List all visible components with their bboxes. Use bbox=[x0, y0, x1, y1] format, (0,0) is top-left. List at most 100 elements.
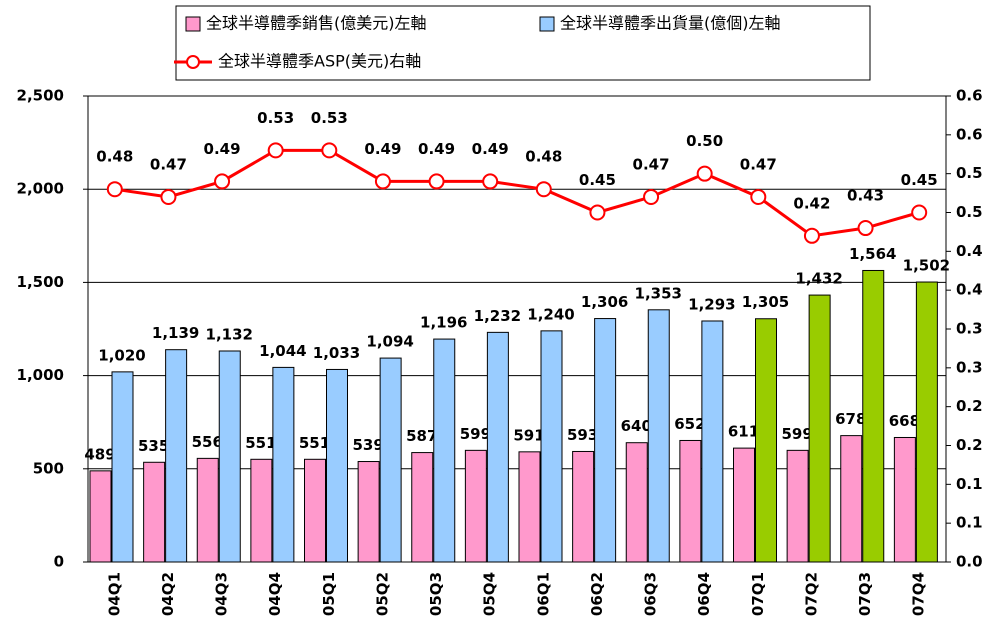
line bbox=[114, 148, 920, 238]
x-tick-label: 07Q4 bbox=[910, 572, 928, 616]
data-label: 0.49 bbox=[364, 140, 401, 158]
data-label: 535 bbox=[138, 437, 169, 455]
data-label: 0.45 bbox=[579, 171, 616, 189]
bar bbox=[625, 442, 648, 563]
data-label: 1,044 bbox=[259, 342, 306, 360]
data-label: 0.48 bbox=[525, 148, 562, 166]
data-label: 0.49 bbox=[204, 140, 241, 158]
data-label: 1,353 bbox=[635, 284, 682, 302]
x-tick-label: 07Q1 bbox=[749, 572, 767, 616]
y2-tick-label: 0.5 bbox=[956, 164, 983, 182]
bar bbox=[808, 294, 831, 563]
line-marker bbox=[160, 188, 177, 205]
x-tick-label: 04Q1 bbox=[105, 572, 123, 616]
data-label: 0.47 bbox=[150, 155, 187, 173]
legend-frame bbox=[175, 5, 871, 81]
x-tick-label: 06Q2 bbox=[588, 572, 606, 616]
data-label: 1,432 bbox=[795, 270, 842, 288]
data-label: 1,033 bbox=[313, 344, 360, 362]
bar bbox=[89, 470, 112, 563]
line-marker bbox=[321, 142, 338, 159]
y2-tick-label: 0.4 bbox=[956, 281, 983, 299]
x-tick-label: 04Q4 bbox=[266, 572, 284, 616]
data-label: 0.45 bbox=[901, 171, 938, 189]
bar bbox=[701, 320, 724, 563]
bar bbox=[540, 330, 563, 563]
bar bbox=[379, 357, 402, 563]
data-label: 0.42 bbox=[793, 194, 830, 212]
legend-label: 全球半導體季銷售(億美元)左軸 bbox=[206, 14, 427, 33]
data-label: 1,305 bbox=[742, 293, 789, 311]
x-tick-label: 05Q2 bbox=[373, 572, 391, 616]
data-label: 1,293 bbox=[688, 295, 735, 313]
bar bbox=[165, 349, 188, 563]
bar bbox=[464, 449, 487, 563]
y2-tick-label: 0.5 bbox=[956, 203, 983, 221]
line-marker bbox=[374, 173, 391, 190]
bar bbox=[679, 439, 702, 563]
x-tick-label: 07Q3 bbox=[856, 572, 874, 616]
line-marker bbox=[696, 165, 713, 182]
x-tick-label: 04Q2 bbox=[159, 572, 177, 616]
data-label: 556 bbox=[192, 433, 223, 451]
line-marker bbox=[857, 220, 874, 237]
bar bbox=[357, 461, 380, 563]
bar bbox=[111, 371, 134, 563]
data-label: 0.47 bbox=[740, 155, 777, 173]
y-tick-label: 2,500 bbox=[17, 87, 64, 105]
data-label: 551 bbox=[245, 434, 276, 452]
data-label: 539 bbox=[352, 436, 383, 454]
y-tick-label: 500 bbox=[33, 459, 64, 477]
bar bbox=[326, 368, 348, 563]
bar bbox=[196, 457, 219, 563]
x-tick-label: 05Q3 bbox=[427, 572, 445, 616]
bar bbox=[304, 458, 326, 563]
data-label: 587 bbox=[406, 427, 437, 445]
data-label: 599 bbox=[460, 425, 491, 443]
bar bbox=[486, 331, 509, 563]
legend-label: 全球半導體季出貨量(億個)左軸 bbox=[560, 14, 781, 33]
data-label: 0.49 bbox=[418, 140, 455, 158]
y2-tick-label: 0.3 bbox=[956, 320, 983, 338]
data-label: 0.48 bbox=[96, 148, 133, 166]
x-tick-label: 06Q3 bbox=[642, 572, 660, 616]
line-marker bbox=[214, 173, 231, 190]
bar bbox=[893, 436, 916, 563]
data-label: 1,139 bbox=[152, 324, 199, 342]
x-tick-label: 04Q3 bbox=[213, 572, 231, 616]
y-tick-label: 2,000 bbox=[17, 180, 64, 198]
bar bbox=[143, 461, 166, 563]
data-label: 1,094 bbox=[366, 333, 413, 351]
data-label: 489 bbox=[84, 445, 115, 463]
y2-tick-label: 0.1 bbox=[956, 514, 983, 532]
data-label: 668 bbox=[889, 412, 920, 430]
y2-tick-label: 0.4 bbox=[956, 242, 983, 260]
data-label: 551 bbox=[299, 434, 330, 452]
data-label: 0.53 bbox=[257, 109, 294, 127]
bar bbox=[594, 318, 617, 563]
y2-tick-label: 0.6 bbox=[956, 87, 983, 105]
data-label: 611 bbox=[728, 423, 759, 441]
x-tick-label: 06Q1 bbox=[534, 572, 552, 616]
data-label: 652 bbox=[674, 415, 705, 433]
legend-label: 全球半導體季ASP(美元)右軸 bbox=[218, 52, 421, 71]
data-label: 0.47 bbox=[633, 155, 670, 173]
y-tick-label: 1,000 bbox=[17, 366, 64, 384]
bar bbox=[518, 451, 541, 563]
data-label: 1,502 bbox=[903, 257, 950, 275]
bar bbox=[250, 458, 273, 563]
y2-tick-label: 0.2 bbox=[956, 397, 983, 415]
data-label: 1,132 bbox=[206, 325, 253, 343]
line-marker bbox=[428, 173, 445, 190]
y2-tick-label: 0.2 bbox=[956, 436, 983, 454]
y-tick-label: 0 bbox=[54, 553, 64, 571]
line-marker bbox=[750, 188, 767, 205]
bar bbox=[647, 309, 670, 563]
x-tick-label: 06Q4 bbox=[695, 572, 713, 616]
line-marker bbox=[535, 181, 552, 198]
data-label: 593 bbox=[567, 426, 598, 444]
plot-frame bbox=[87, 95, 947, 563]
legend-marker bbox=[186, 55, 200, 69]
data-label: 0.43 bbox=[847, 187, 884, 205]
bar bbox=[411, 452, 434, 563]
